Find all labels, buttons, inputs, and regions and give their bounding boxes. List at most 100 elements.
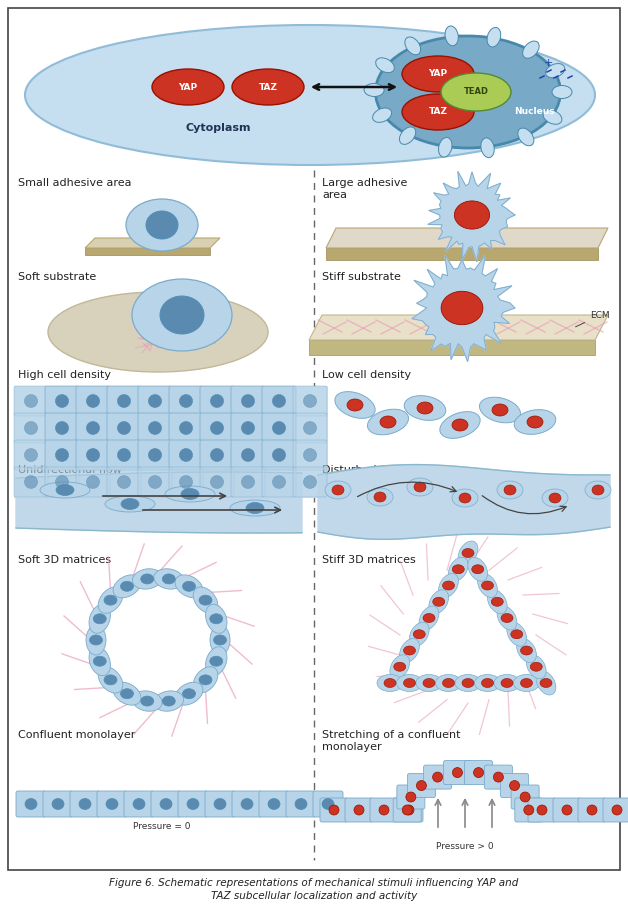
FancyBboxPatch shape <box>553 798 581 822</box>
Ellipse shape <box>48 292 268 372</box>
Ellipse shape <box>537 805 547 815</box>
Ellipse shape <box>181 489 199 500</box>
Ellipse shape <box>148 448 161 462</box>
FancyBboxPatch shape <box>178 791 208 817</box>
FancyBboxPatch shape <box>259 791 289 817</box>
Ellipse shape <box>441 291 483 325</box>
FancyBboxPatch shape <box>345 798 373 822</box>
Polygon shape <box>326 228 608 248</box>
Polygon shape <box>326 248 598 260</box>
Ellipse shape <box>402 56 474 92</box>
FancyBboxPatch shape <box>205 791 235 817</box>
Ellipse shape <box>452 565 464 574</box>
Ellipse shape <box>55 395 68 407</box>
Ellipse shape <box>482 678 494 688</box>
Ellipse shape <box>543 110 562 124</box>
Ellipse shape <box>90 635 102 645</box>
Ellipse shape <box>354 805 364 815</box>
Text: Pressure = 0: Pressure = 0 <box>133 822 191 831</box>
Ellipse shape <box>440 412 480 438</box>
Ellipse shape <box>475 675 501 691</box>
FancyBboxPatch shape <box>16 791 46 817</box>
Ellipse shape <box>295 798 307 810</box>
FancyBboxPatch shape <box>293 440 327 470</box>
Text: Nucleus: Nucleus <box>514 108 555 116</box>
FancyBboxPatch shape <box>200 386 234 416</box>
Text: High cell density: High cell density <box>18 370 111 380</box>
Ellipse shape <box>205 604 227 633</box>
Ellipse shape <box>507 622 527 646</box>
Ellipse shape <box>455 675 481 691</box>
FancyBboxPatch shape <box>262 467 296 497</box>
Ellipse shape <box>438 138 452 157</box>
FancyBboxPatch shape <box>169 413 203 443</box>
Ellipse shape <box>462 549 474 558</box>
Ellipse shape <box>404 805 414 815</box>
Ellipse shape <box>413 629 425 639</box>
Ellipse shape <box>232 69 304 105</box>
Ellipse shape <box>322 798 334 810</box>
Ellipse shape <box>303 395 317 407</box>
Text: Disturbed flow: Disturbed flow <box>322 465 403 475</box>
Ellipse shape <box>87 475 100 489</box>
FancyBboxPatch shape <box>408 774 435 797</box>
Ellipse shape <box>379 805 389 815</box>
Ellipse shape <box>133 691 162 711</box>
FancyBboxPatch shape <box>76 467 110 497</box>
Ellipse shape <box>501 678 513 688</box>
Text: ECM: ECM <box>575 311 610 327</box>
Ellipse shape <box>433 772 443 782</box>
Polygon shape <box>16 472 302 533</box>
FancyBboxPatch shape <box>231 386 265 416</box>
FancyBboxPatch shape <box>138 440 172 470</box>
Ellipse shape <box>520 792 530 802</box>
Ellipse shape <box>540 678 552 688</box>
Ellipse shape <box>104 675 117 685</box>
FancyBboxPatch shape <box>14 413 48 443</box>
Text: Stiff substrate: Stiff substrate <box>322 272 401 282</box>
Ellipse shape <box>117 395 131 407</box>
Ellipse shape <box>530 662 542 671</box>
Ellipse shape <box>377 675 403 691</box>
Ellipse shape <box>133 798 145 810</box>
Ellipse shape <box>402 805 412 815</box>
Text: YAP: YAP <box>428 70 448 79</box>
Ellipse shape <box>210 475 224 489</box>
Ellipse shape <box>459 493 471 503</box>
Ellipse shape <box>103 585 213 695</box>
Ellipse shape <box>87 448 100 462</box>
Ellipse shape <box>445 26 458 45</box>
Ellipse shape <box>175 575 203 598</box>
Ellipse shape <box>121 688 134 698</box>
Text: Low cell density: Low cell density <box>322 370 411 380</box>
Ellipse shape <box>52 798 64 810</box>
FancyBboxPatch shape <box>262 413 296 443</box>
Ellipse shape <box>455 201 490 229</box>
Ellipse shape <box>416 675 442 691</box>
Ellipse shape <box>241 395 254 407</box>
Ellipse shape <box>210 656 223 667</box>
FancyBboxPatch shape <box>293 413 327 443</box>
Ellipse shape <box>87 422 100 434</box>
Ellipse shape <box>521 678 533 688</box>
Ellipse shape <box>409 622 429 646</box>
Ellipse shape <box>205 647 227 676</box>
FancyBboxPatch shape <box>578 798 606 822</box>
Ellipse shape <box>241 798 253 810</box>
Ellipse shape <box>273 395 286 407</box>
Ellipse shape <box>121 499 139 510</box>
FancyBboxPatch shape <box>313 791 343 817</box>
Ellipse shape <box>241 422 254 434</box>
Ellipse shape <box>536 671 556 695</box>
Ellipse shape <box>180 448 193 462</box>
Ellipse shape <box>126 199 198 251</box>
Ellipse shape <box>517 639 536 662</box>
FancyBboxPatch shape <box>262 440 296 470</box>
Ellipse shape <box>376 58 394 73</box>
Ellipse shape <box>419 606 439 630</box>
Ellipse shape <box>332 485 344 495</box>
FancyBboxPatch shape <box>138 386 172 416</box>
Ellipse shape <box>396 675 423 691</box>
Ellipse shape <box>303 448 317 462</box>
Text: TEAD: TEAD <box>463 87 489 96</box>
